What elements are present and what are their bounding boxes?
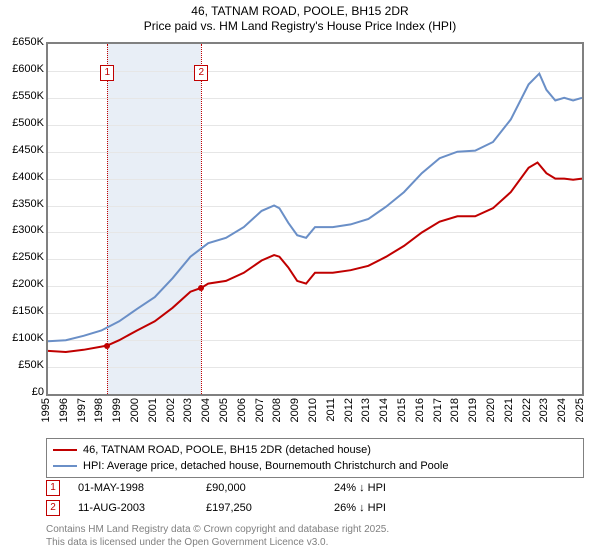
y-tick-label: £600K bbox=[0, 63, 44, 75]
legend-label-hpi: HPI: Average price, detached house, Bour… bbox=[83, 460, 448, 472]
x-tick-label: 2017 bbox=[432, 398, 444, 422]
event-id-box-2: 2 bbox=[46, 500, 60, 516]
x-tick-label: 2003 bbox=[182, 398, 194, 422]
event-delta-1: 24% ↓ HPI bbox=[334, 482, 474, 494]
x-tick-label: 2000 bbox=[129, 398, 141, 422]
x-tick-label: 2008 bbox=[271, 398, 283, 422]
y-tick-label: £350K bbox=[0, 198, 44, 210]
legend: 46, TATNAM ROAD, POOLE, BH15 2DR (detach… bbox=[46, 438, 584, 478]
x-tick-label: 2019 bbox=[467, 398, 479, 422]
x-tick-label: 2024 bbox=[556, 398, 568, 422]
event-row-2: 2 11-AUG-2003 £197,250 26% ↓ HPI bbox=[46, 498, 584, 518]
x-tick-label: 2022 bbox=[521, 398, 533, 422]
attribution-line-1: Contains HM Land Registry data © Crown c… bbox=[46, 524, 584, 537]
event-price-2: £197,250 bbox=[206, 502, 316, 514]
x-tick-label: 1997 bbox=[76, 398, 88, 422]
y-tick-label: £450K bbox=[0, 144, 44, 156]
legend-swatch-hpi bbox=[53, 465, 77, 467]
y-tick-label: £300K bbox=[0, 224, 44, 236]
event-marker-box: 2 bbox=[194, 65, 208, 81]
y-tick-label: £500K bbox=[0, 117, 44, 129]
event-date-2: 11-AUG-2003 bbox=[78, 502, 188, 514]
x-tick-label: 1999 bbox=[111, 398, 123, 422]
x-tick-label: 2001 bbox=[147, 398, 159, 422]
event-price-1: £90,000 bbox=[206, 482, 316, 494]
x-tick-label: 2023 bbox=[538, 398, 550, 422]
x-tick-label: 2002 bbox=[165, 398, 177, 422]
x-tick-label: 2016 bbox=[414, 398, 426, 422]
x-tick-label: 2014 bbox=[378, 398, 390, 422]
title-block: 46, TATNAM ROAD, POOLE, BH15 2DR Price p… bbox=[0, 0, 600, 34]
x-tick-label: 2006 bbox=[236, 398, 248, 422]
y-tick-label: £200K bbox=[0, 278, 44, 290]
event-date-1: 01-MAY-1998 bbox=[78, 482, 188, 494]
x-tick-label: 2018 bbox=[449, 398, 461, 422]
y-tick-label: £150K bbox=[0, 305, 44, 317]
legend-item-hpi: HPI: Average price, detached house, Bour… bbox=[53, 458, 577, 474]
x-tick-label: 1995 bbox=[40, 398, 52, 422]
event-delta-2: 26% ↓ HPI bbox=[334, 502, 474, 514]
x-tick-label: 2005 bbox=[218, 398, 230, 422]
event-id-box-1: 1 bbox=[46, 480, 60, 496]
x-tick-label: 2013 bbox=[360, 398, 372, 422]
attribution-line-2: This data is licensed under the Open Gov… bbox=[46, 537, 584, 550]
x-tick-label: 2010 bbox=[307, 398, 319, 422]
x-tick-label: 2007 bbox=[254, 398, 266, 422]
y-tick-label: £50K bbox=[0, 359, 44, 371]
chart-container: 46, TATNAM ROAD, POOLE, BH15 2DR Price p… bbox=[0, 0, 600, 560]
x-tick-label: 1998 bbox=[93, 398, 105, 422]
x-tick-label: 2011 bbox=[325, 398, 337, 422]
chart-plot-area: 12 bbox=[46, 42, 584, 396]
series-marker bbox=[104, 343, 110, 349]
y-tick-label: £250K bbox=[0, 251, 44, 263]
legend-item-price-paid: 46, TATNAM ROAD, POOLE, BH15 2DR (detach… bbox=[53, 442, 577, 458]
series-line-hpi bbox=[48, 74, 582, 342]
title-line-1: 46, TATNAM ROAD, POOLE, BH15 2DR bbox=[0, 4, 600, 19]
series-marker bbox=[198, 285, 204, 291]
x-tick-label: 2015 bbox=[396, 398, 408, 422]
x-tick-label: 1996 bbox=[58, 398, 70, 422]
attribution: Contains HM Land Registry data © Crown c… bbox=[46, 524, 584, 549]
y-tick-label: £100K bbox=[0, 332, 44, 344]
event-marker-box: 1 bbox=[100, 65, 114, 81]
x-tick-label: 2020 bbox=[485, 398, 497, 422]
legend-label-price-paid: 46, TATNAM ROAD, POOLE, BH15 2DR (detach… bbox=[83, 444, 371, 456]
series-line-price_paid bbox=[48, 163, 582, 353]
series-lines bbox=[48, 44, 582, 394]
y-tick-label: £550K bbox=[0, 90, 44, 102]
x-tick-label: 2012 bbox=[343, 398, 355, 422]
y-tick-label: £650K bbox=[0, 36, 44, 48]
x-tick-label: 2025 bbox=[574, 398, 586, 422]
event-row-1: 1 01-MAY-1998 £90,000 24% ↓ HPI bbox=[46, 478, 584, 498]
title-line-2: Price paid vs. HM Land Registry's House … bbox=[0, 19, 600, 34]
events-table: 1 01-MAY-1998 £90,000 24% ↓ HPI 2 11-AUG… bbox=[46, 478, 584, 518]
x-tick-label: 2004 bbox=[200, 398, 212, 422]
legend-swatch-price-paid bbox=[53, 449, 77, 451]
y-tick-label: £0 bbox=[0, 386, 44, 398]
y-tick-label: £400K bbox=[0, 171, 44, 183]
x-tick-label: 2021 bbox=[503, 398, 515, 422]
x-tick-label: 2009 bbox=[289, 398, 301, 422]
